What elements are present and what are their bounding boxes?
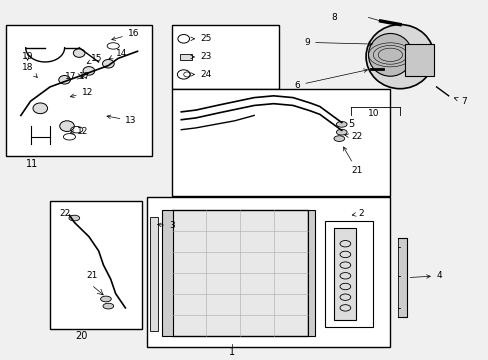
Ellipse shape	[101, 296, 111, 302]
Ellipse shape	[103, 303, 114, 309]
Bar	[180, 54, 192, 60]
Text: 21: 21	[86, 271, 98, 280]
Text: 13: 13	[107, 115, 137, 125]
Text: 6: 6	[294, 69, 366, 90]
Text: 4: 4	[409, 271, 441, 280]
Bar	[6, 24, 152, 156]
Bar	[50, 201, 142, 329]
Bar	[307, 210, 314, 336]
Bar	[171, 210, 307, 336]
Ellipse shape	[336, 129, 346, 135]
Circle shape	[102, 59, 114, 68]
Bar	[162, 210, 172, 336]
Bar	[324, 221, 372, 328]
Bar	[171, 89, 389, 195]
Text: 23: 23	[190, 53, 212, 62]
Text: 14: 14	[109, 49, 127, 59]
Ellipse shape	[366, 24, 433, 89]
Text: 12: 12	[70, 88, 93, 98]
Text: 5: 5	[347, 120, 354, 129]
Bar	[147, 197, 389, 347]
Bar	[171, 24, 278, 89]
Text: 17: 17	[79, 72, 90, 81]
Text: 24: 24	[190, 70, 212, 79]
Bar	[334, 228, 356, 320]
Bar	[149, 217, 158, 331]
Text: 9: 9	[304, 38, 371, 47]
Text: 16: 16	[112, 29, 139, 40]
Text: 12: 12	[70, 127, 88, 136]
Text: 17: 17	[65, 72, 77, 81]
Circle shape	[83, 67, 95, 75]
Text: 7: 7	[453, 97, 466, 106]
Text: 21: 21	[343, 147, 362, 175]
Text: 2: 2	[351, 209, 364, 218]
Ellipse shape	[336, 121, 346, 127]
Circle shape	[33, 103, 47, 114]
Text: 11: 11	[26, 158, 38, 168]
Ellipse shape	[69, 215, 80, 221]
Text: 20: 20	[75, 332, 88, 341]
Text: 18: 18	[21, 63, 37, 77]
Text: 8: 8	[330, 13, 336, 22]
Text: 25: 25	[190, 34, 212, 43]
Ellipse shape	[368, 33, 411, 76]
Text: 15: 15	[87, 54, 102, 63]
Text: 1: 1	[229, 347, 235, 357]
Text: 22: 22	[344, 132, 362, 141]
Text: 10: 10	[367, 109, 378, 118]
Text: 3: 3	[157, 221, 175, 230]
Bar	[397, 238, 407, 317]
Circle shape	[73, 49, 85, 57]
Bar	[404, 44, 433, 76]
Ellipse shape	[333, 136, 344, 141]
Text: 22: 22	[60, 209, 71, 218]
Text: 19: 19	[21, 52, 33, 61]
Circle shape	[59, 76, 70, 84]
Circle shape	[60, 121, 74, 131]
